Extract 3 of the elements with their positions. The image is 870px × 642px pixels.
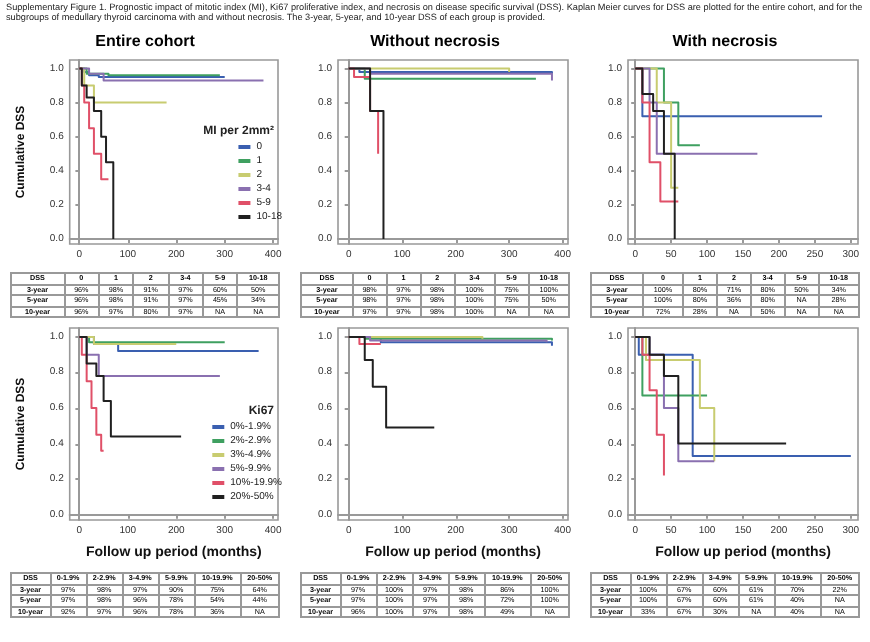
- chart-subtitle: Entire cohort: [93, 32, 197, 52]
- chart-subtitle: With necrosis: [670, 32, 780, 52]
- chart-subtitle: Without necrosis: [368, 32, 502, 52]
